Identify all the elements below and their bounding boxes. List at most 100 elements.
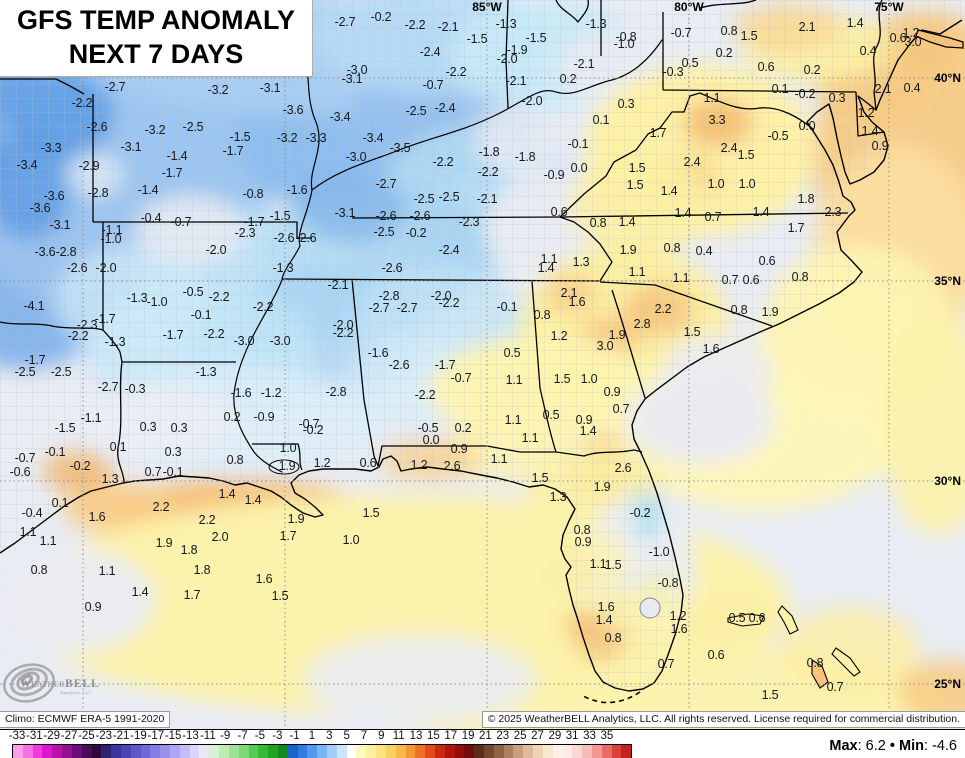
ohio-river: [311, 39, 663, 191]
colorbar-segment: [415, 745, 426, 758]
colorbar-tick: -31: [26, 730, 43, 742]
colorbar-segment: [32, 745, 43, 758]
colorbar-segment: [140, 745, 151, 758]
colorbar-tick: 19: [461, 730, 475, 742]
graticule: [0, 0, 965, 729]
colorbar-tick: 5: [343, 730, 350, 742]
colorbar: [12, 744, 632, 758]
colorbar-tick: 11: [392, 730, 405, 742]
logo-bell-text: BELL: [65, 678, 100, 690]
colorbar-segment: [601, 745, 612, 758]
colorbar-tick: 27: [531, 730, 544, 742]
colorbar-segment: [268, 745, 278, 758]
colorbar-tick: -1: [289, 730, 300, 742]
colorbar-segment: [130, 745, 141, 758]
colorbar-segment: [405, 745, 416, 758]
colorbar-segment: [52, 745, 63, 758]
colorbar-segment: [189, 745, 200, 758]
andros-island: [811, 659, 829, 689]
logo-wordmark: WeatherBELL: [20, 678, 100, 690]
colorbar-segment: [111, 745, 121, 758]
colorbar-segment: [81, 745, 92, 758]
colorbar-tick: -23: [95, 730, 113, 742]
state-borders: [0, 0, 885, 483]
colorbar-segment: [621, 745, 632, 758]
colorbar-tick: 15: [426, 730, 440, 742]
logo-subtext: Analytics LLC: [60, 690, 93, 695]
colorbar-tick: 1: [308, 730, 316, 742]
map-canvas: [0, 0, 965, 729]
map-area: -2.7 -3.2 -3.1 -2.2 -2.7 -0.2 -2.2 -2.1 -1.3 -1.5…: [0, 0, 965, 729]
colorbar-segment: [454, 745, 465, 758]
hurricane-swirl-icon: [3, 663, 55, 703]
colorbar-segment: [150, 745, 161, 758]
colorbar-segment: [13, 745, 23, 758]
footer-separator-line: [0, 729, 965, 730]
colorbar-segment: [248, 745, 259, 758]
colorbar-segment: [542, 745, 553, 758]
colorbar-tick: -29: [43, 730, 60, 742]
colorbar-segment: [366, 745, 377, 758]
colorbar-segment: [71, 745, 82, 758]
max-label: Max: [829, 738, 858, 754]
colorbar-segment: [336, 745, 347, 758]
grand-bahama-island: [727, 613, 765, 627]
colorbar-segment: [42, 745, 53, 758]
colorbar-segment: [238, 745, 249, 758]
colorbar-segment: [523, 745, 534, 758]
colorbar-segment: [552, 745, 563, 758]
colorbar-segment: [562, 745, 573, 758]
colorbar-segment: [287, 745, 298, 758]
copyright-label: © 2025 WeatherBELL Analytics, LLC. All r…: [481, 711, 965, 728]
colorbar-segment: [591, 745, 602, 758]
abaco-island: [777, 605, 799, 635]
colorbar-tick: -25: [78, 730, 95, 742]
colorbar-tick: 35: [600, 730, 614, 742]
min-value: : -4.6: [923, 738, 957, 754]
colorbar-segment: [209, 745, 220, 758]
colorbar-segment: [297, 745, 308, 758]
colorbar-segment: [101, 745, 112, 758]
colorbar-tick: 29: [548, 730, 562, 742]
title-line-1: GFS TEMP ANOMALY: [16, 5, 296, 35]
colorbar-tick: -27: [60, 730, 78, 742]
colorbar-tick: -13: [182, 730, 199, 742]
colorbar-segment: [228, 745, 239, 758]
colorbar-segment: [327, 745, 337, 758]
rivers: [233, 39, 663, 473]
colorbar-tick: 3: [326, 730, 333, 742]
colorbar-tick: 33: [583, 730, 596, 742]
colorbar-segment: [582, 745, 592, 758]
colorbar-tick: 13: [409, 730, 423, 742]
colorbar-tick: 21: [479, 730, 492, 742]
colorbar-tick: 23: [496, 730, 510, 742]
county-grid: [0, 0, 962, 691]
colorbar-segment: [179, 745, 190, 758]
colorbar-segment: [513, 745, 524, 758]
max-value: : 6.2: [857, 738, 886, 754]
colorbar-tick: 31: [565, 730, 579, 742]
colorbar-segment: [160, 745, 170, 758]
colorbar-segment: [199, 745, 210, 758]
colorbar-tick: -5: [254, 730, 266, 742]
colorbar-segment: [277, 745, 288, 758]
climo-source-label: Climo: ECMWF ERA-5 1991-2020: [0, 711, 171, 728]
max-min-readout: Max: 6.2 • Min: -4.6: [829, 738, 957, 754]
colorbar-segment: [317, 745, 327, 758]
weatherbell-logo: WeatherBELL Analytics LLC: [2, 662, 122, 708]
colorbar-segment: [611, 745, 622, 758]
min-label: Min: [898, 738, 924, 754]
lake-pontchartrain: [268, 459, 300, 475]
colorbar-segment: [376, 745, 386, 758]
islands: [581, 29, 964, 704]
colorbar-segment: [346, 745, 357, 758]
colorbar-segment: [258, 745, 269, 758]
colorbar-segment: [503, 745, 514, 758]
colorbar-tick: 25: [513, 730, 527, 742]
colorbar-segment: [91, 745, 102, 758]
colorbar-segment: [425, 745, 435, 758]
colorbar-tick: -21: [112, 730, 130, 742]
logo-weather-text: Weather: [20, 678, 66, 690]
colorbar-segment: [356, 745, 367, 758]
